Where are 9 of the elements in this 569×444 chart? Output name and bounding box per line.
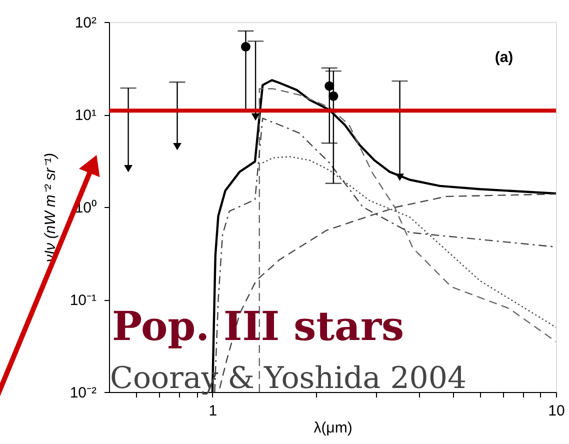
y-tick-label: 10⁻¹ — [70, 292, 96, 309]
x-tick-label: 10 — [548, 402, 565, 420]
y-tick-label: 10¹ — [74, 107, 96, 124]
y-tick-label: 10² — [74, 14, 96, 32]
annotation: Pop. III stars — [112, 303, 404, 350]
x-axis-title: λ(μm) — [314, 420, 352, 436]
y-tick-label: 10⁻² — [70, 384, 96, 402]
annotation: (a) — [494, 49, 514, 66]
x-tick-label: 1 — [208, 402, 218, 420]
